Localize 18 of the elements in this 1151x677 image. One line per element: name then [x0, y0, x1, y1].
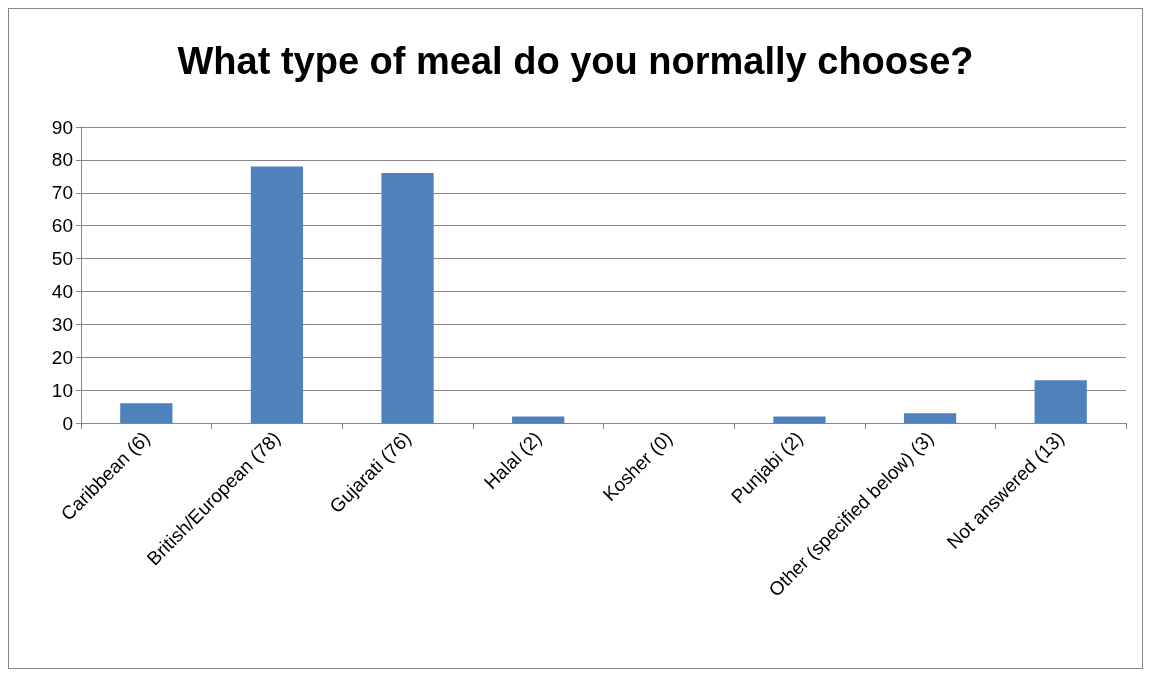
y-tick-label: 70 — [51, 182, 73, 204]
y-tick-label: 60 — [51, 215, 73, 237]
bar — [250, 166, 304, 423]
y-tick-label: 20 — [51, 346, 73, 368]
bar — [903, 413, 957, 423]
bar — [381, 173, 434, 423]
bar — [773, 416, 826, 423]
y-tick-label: 80 — [51, 149, 73, 171]
y-tick-label: 0 — [62, 412, 73, 434]
y-tick-label: 40 — [51, 280, 73, 302]
y-tick-label: 50 — [51, 248, 73, 270]
chart-title: What type of meal do you normally choose? — [177, 40, 974, 82]
bar — [1034, 380, 1087, 423]
y-tick-label: 90 — [51, 116, 73, 138]
y-tick-label: 10 — [51, 379, 73, 401]
bar — [120, 403, 173, 423]
y-tick-label: 30 — [51, 313, 73, 335]
bar — [512, 416, 565, 423]
